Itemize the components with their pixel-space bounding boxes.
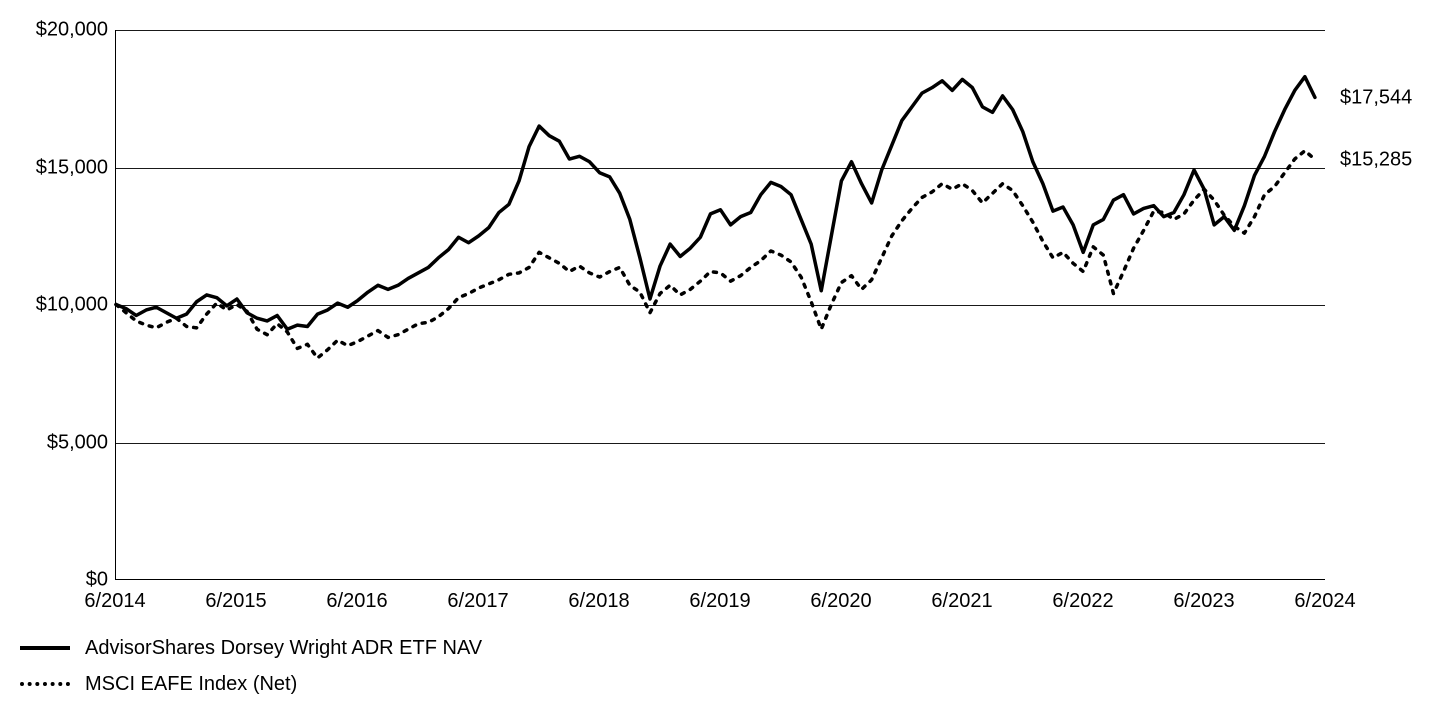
legend-swatch-solid <box>20 646 70 650</box>
gridline <box>116 30 1325 31</box>
x-tick-label: 6/2021 <box>931 590 992 613</box>
end-label-series-1: $15,285 <box>1340 148 1412 171</box>
y-tick-label: $10,000 <box>28 294 108 317</box>
x-tick-label: 6/2024 <box>1294 590 1355 613</box>
legend-label-0: AdvisorShares Dorsey Wright ADR ETF NAV <box>85 637 482 660</box>
legend-item-0: AdvisorShares Dorsey Wright ADR ETF NAV <box>20 630 482 666</box>
legend-item-1: MSCI EAFE Index (Net) <box>20 666 482 702</box>
end-label-series-0: $17,544 <box>1340 86 1412 109</box>
legend: AdvisorShares Dorsey Wright ADR ETF NAV … <box>20 630 482 702</box>
legend-swatch-dotted <box>20 682 70 686</box>
gridline <box>116 443 1325 444</box>
y-tick-label: $15,000 <box>28 156 108 179</box>
growth-chart: $17,544 $15,285 AdvisorShares Dorsey Wri… <box>0 0 1440 720</box>
x-tick-label: 6/2022 <box>1052 590 1113 613</box>
x-tick-label: 6/2019 <box>689 590 750 613</box>
x-tick-label: 6/2015 <box>205 590 266 613</box>
x-tick-label: 6/2016 <box>326 590 387 613</box>
x-tick-label: 6/2014 <box>84 590 145 613</box>
x-tick-label: 6/2023 <box>1173 590 1234 613</box>
x-tick-label: 6/2018 <box>568 590 629 613</box>
y-tick-label: $0 <box>28 569 108 592</box>
gridline <box>116 305 1325 306</box>
legend-label-1: MSCI EAFE Index (Net) <box>85 673 297 696</box>
plot-area <box>115 30 1325 580</box>
series-line-0 <box>116 77 1315 330</box>
gridline <box>116 168 1325 169</box>
y-tick-label: $20,000 <box>28 19 108 42</box>
y-tick-label: $5,000 <box>28 431 108 454</box>
x-tick-label: 6/2020 <box>810 590 871 613</box>
x-tick-label: 6/2017 <box>447 590 508 613</box>
